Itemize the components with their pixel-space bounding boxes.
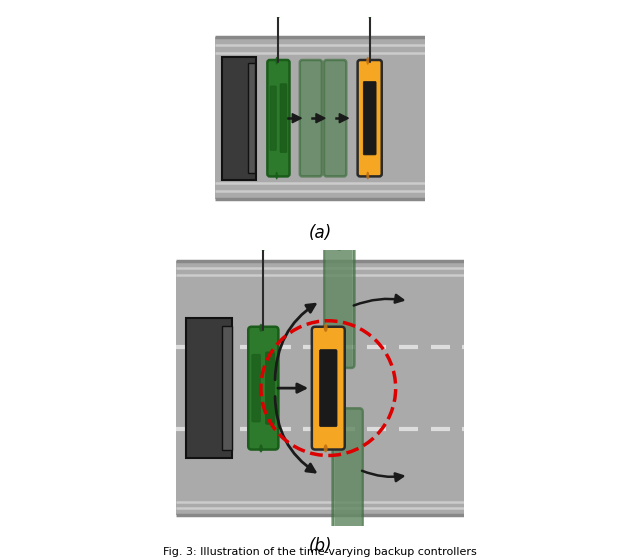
- Polygon shape: [339, 114, 348, 123]
- FancyBboxPatch shape: [300, 60, 322, 176]
- FancyBboxPatch shape: [319, 349, 337, 427]
- Ellipse shape: [324, 444, 328, 452]
- Bar: [214, 37, 426, 199]
- Ellipse shape: [275, 57, 278, 65]
- Text: Fig. 3: Illustration of the time-varying backup controllers: Fig. 3: Illustration of the time-varying…: [163, 547, 477, 557]
- Bar: [301, 60, 321, 176]
- FancyBboxPatch shape: [266, 352, 275, 424]
- Text: (b): (b): [308, 538, 332, 556]
- FancyBboxPatch shape: [248, 326, 278, 450]
- Text: (a): (a): [308, 223, 332, 242]
- Ellipse shape: [324, 324, 328, 332]
- Ellipse shape: [366, 172, 369, 180]
- Polygon shape: [292, 114, 301, 123]
- FancyBboxPatch shape: [358, 60, 381, 176]
- FancyBboxPatch shape: [270, 86, 276, 151]
- FancyBboxPatch shape: [268, 60, 289, 176]
- Bar: [222, 326, 232, 450]
- Circle shape: [259, 239, 268, 249]
- FancyBboxPatch shape: [312, 326, 345, 450]
- FancyBboxPatch shape: [364, 82, 376, 155]
- Ellipse shape: [259, 324, 263, 332]
- FancyBboxPatch shape: [280, 84, 287, 153]
- FancyBboxPatch shape: [324, 60, 346, 176]
- Ellipse shape: [275, 172, 278, 180]
- Bar: [248, 63, 255, 173]
- Ellipse shape: [259, 444, 263, 452]
- Bar: [326, 246, 353, 367]
- FancyBboxPatch shape: [333, 408, 363, 531]
- Circle shape: [334, 239, 344, 249]
- Bar: [335, 409, 361, 530]
- FancyBboxPatch shape: [186, 318, 232, 458]
- Ellipse shape: [366, 57, 369, 65]
- FancyBboxPatch shape: [222, 57, 256, 180]
- Circle shape: [366, 9, 373, 16]
- Circle shape: [275, 9, 282, 16]
- Bar: [326, 60, 345, 176]
- FancyBboxPatch shape: [252, 354, 260, 422]
- Polygon shape: [316, 114, 325, 123]
- FancyBboxPatch shape: [324, 245, 355, 368]
